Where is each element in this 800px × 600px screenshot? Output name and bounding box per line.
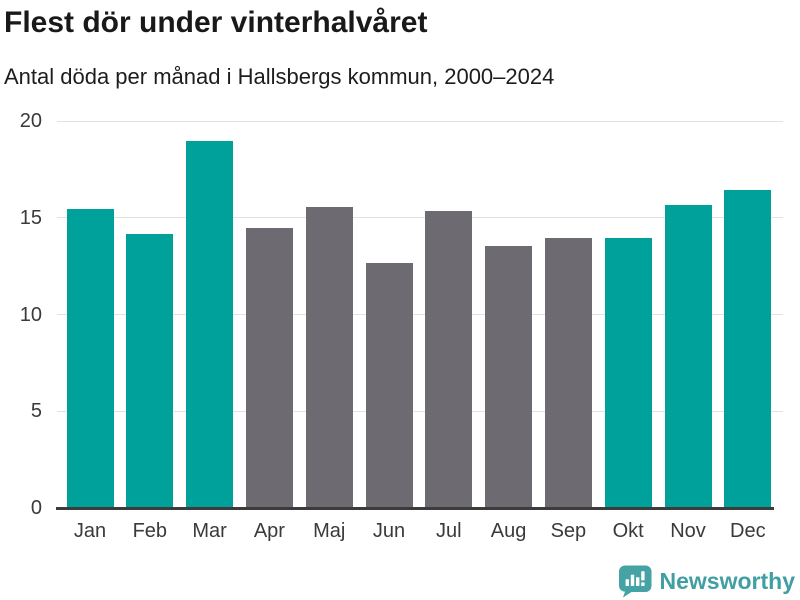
x-tick-label-maj: Maj (313, 520, 346, 542)
x-tick-label-okt: Okt (612, 520, 644, 542)
x-axis-line (56, 507, 774, 510)
bar-nov (664, 205, 712, 507)
gridline-y-20 (57, 120, 783, 122)
y-tick-label-10: 10 (19, 303, 42, 326)
brand-name: Newsworthy (659, 568, 795, 594)
bar-maj (305, 207, 353, 507)
x-tick-label-sep: Sep (550, 520, 587, 542)
x-tick-label-feb: Feb (132, 520, 168, 542)
logo-mini-bars (625, 571, 645, 586)
chart-title: Flest dör under vinterhalvåret (4, 6, 428, 39)
x-tick-label-jul: Jul (436, 520, 462, 542)
gridline-y-15 (57, 217, 783, 219)
bar-okt (604, 238, 652, 507)
y-tick-label-15: 15 (19, 206, 42, 229)
x-tick-label-mar: Mar (192, 520, 227, 542)
x-tick-label-nov: Nov (670, 520, 706, 542)
newsworthy-logo-icon (618, 565, 652, 598)
y-tick-label-0: 0 (30, 497, 42, 519)
gridline-y-5 (57, 410, 783, 412)
bar-apr (245, 228, 293, 507)
bar-aug (485, 245, 533, 507)
bar-dec (724, 189, 772, 507)
bar-jan (66, 209, 114, 507)
brand-footer: Newsworthy (617, 565, 795, 598)
plot-area: 0 5 10 15 20 Jan Feb Mar Apr Maj Jun Jul Aug Sep Okt No… (20, 110, 783, 542)
bar-feb (126, 234, 174, 507)
bar-mar (186, 141, 234, 507)
y-tick-label-20: 20 (19, 110, 42, 132)
x-tick-label-jun: Jun (372, 520, 406, 542)
bar-jul (425, 210, 473, 507)
bar-jun (365, 263, 413, 507)
x-tick-label-jan: Jan (73, 520, 107, 542)
chart-subtitle: Antal döda per månad i Hallsbergs kommun… (4, 64, 555, 89)
gridline-y-10 (57, 314, 783, 315)
x-tick-label-apr: Apr (253, 520, 285, 542)
x-tick-label-aug: Aug (490, 520, 527, 542)
bar-sep (544, 238, 592, 507)
x-tick-label-dec: Dec (730, 520, 766, 542)
y-tick-label-5: 5 (30, 400, 42, 423)
